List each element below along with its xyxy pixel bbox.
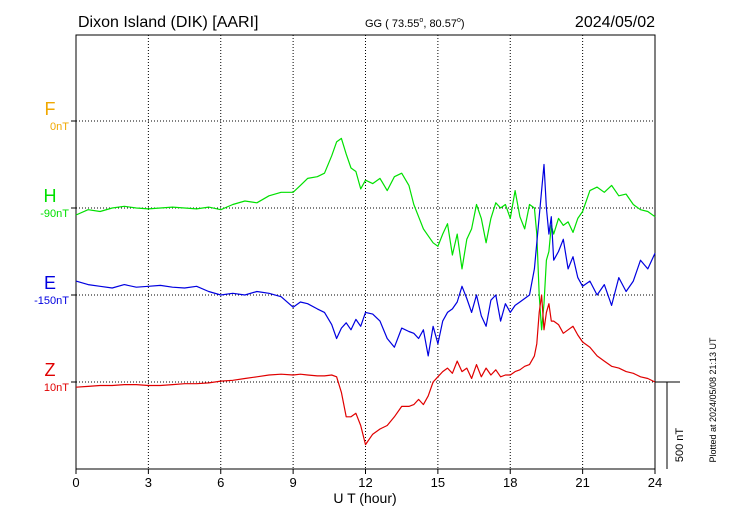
series-line-E: [75, 163, 656, 357]
series-lines: [75, 137, 656, 446]
station-title: Dixon Island (DIK) [AARI]: [78, 14, 259, 31]
x-tick-label-18: 18: [503, 475, 517, 490]
degree-mark-1: o: [419, 17, 423, 24]
x-axis: 0 3 6 9 12 15 18 21 24: [71, 120, 662, 490]
series-labels: F 0nT H -90nT E -150nT Z 10nT: [34, 99, 69, 394]
degree-mark-2: o: [457, 17, 461, 24]
series-name-E: E: [44, 273, 56, 293]
x-tick-label-12: 12: [358, 475, 372, 490]
scale-bar: 500 nT: [655, 381, 686, 469]
coords-lon: , 80.57: [423, 18, 457, 30]
series-name-H: H: [44, 186, 57, 206]
series-line-H: [75, 137, 656, 331]
station-coordinates: GG ( 73.55o, 80.57o): [365, 17, 465, 30]
x-tick-label-24: 24: [648, 475, 662, 490]
date-label: 2024/05/02: [575, 14, 655, 31]
x-tick-label-0: 0: [72, 475, 79, 490]
coords-lat: GG ( 73.55: [365, 18, 419, 30]
coords-close: ): [461, 18, 465, 30]
x-tick-label-21: 21: [575, 475, 589, 490]
x-tick-label-6: 6: [217, 475, 224, 490]
series-name-F: F: [45, 99, 56, 119]
x-tick-label-15: 15: [431, 475, 445, 490]
x-tick-label-3: 3: [145, 475, 152, 490]
series-name-Z: Z: [45, 360, 56, 380]
series-offset-F: 0nT: [50, 121, 69, 133]
scale-bar-label: 500 nT: [674, 428, 686, 463]
series-offset-H: -90nT: [40, 208, 69, 220]
series-offset-E: -150nT: [34, 295, 69, 307]
x-axis-title: U T (hour): [333, 490, 396, 506]
x-tick-label-9: 9: [290, 475, 297, 490]
series-offset-Z: 10nT: [44, 382, 69, 394]
series-line-Z: [75, 294, 656, 446]
grid-lines: [76, 35, 655, 469]
plotted-note: Plotted at 2024/05/08 21:13 UT: [708, 337, 718, 463]
